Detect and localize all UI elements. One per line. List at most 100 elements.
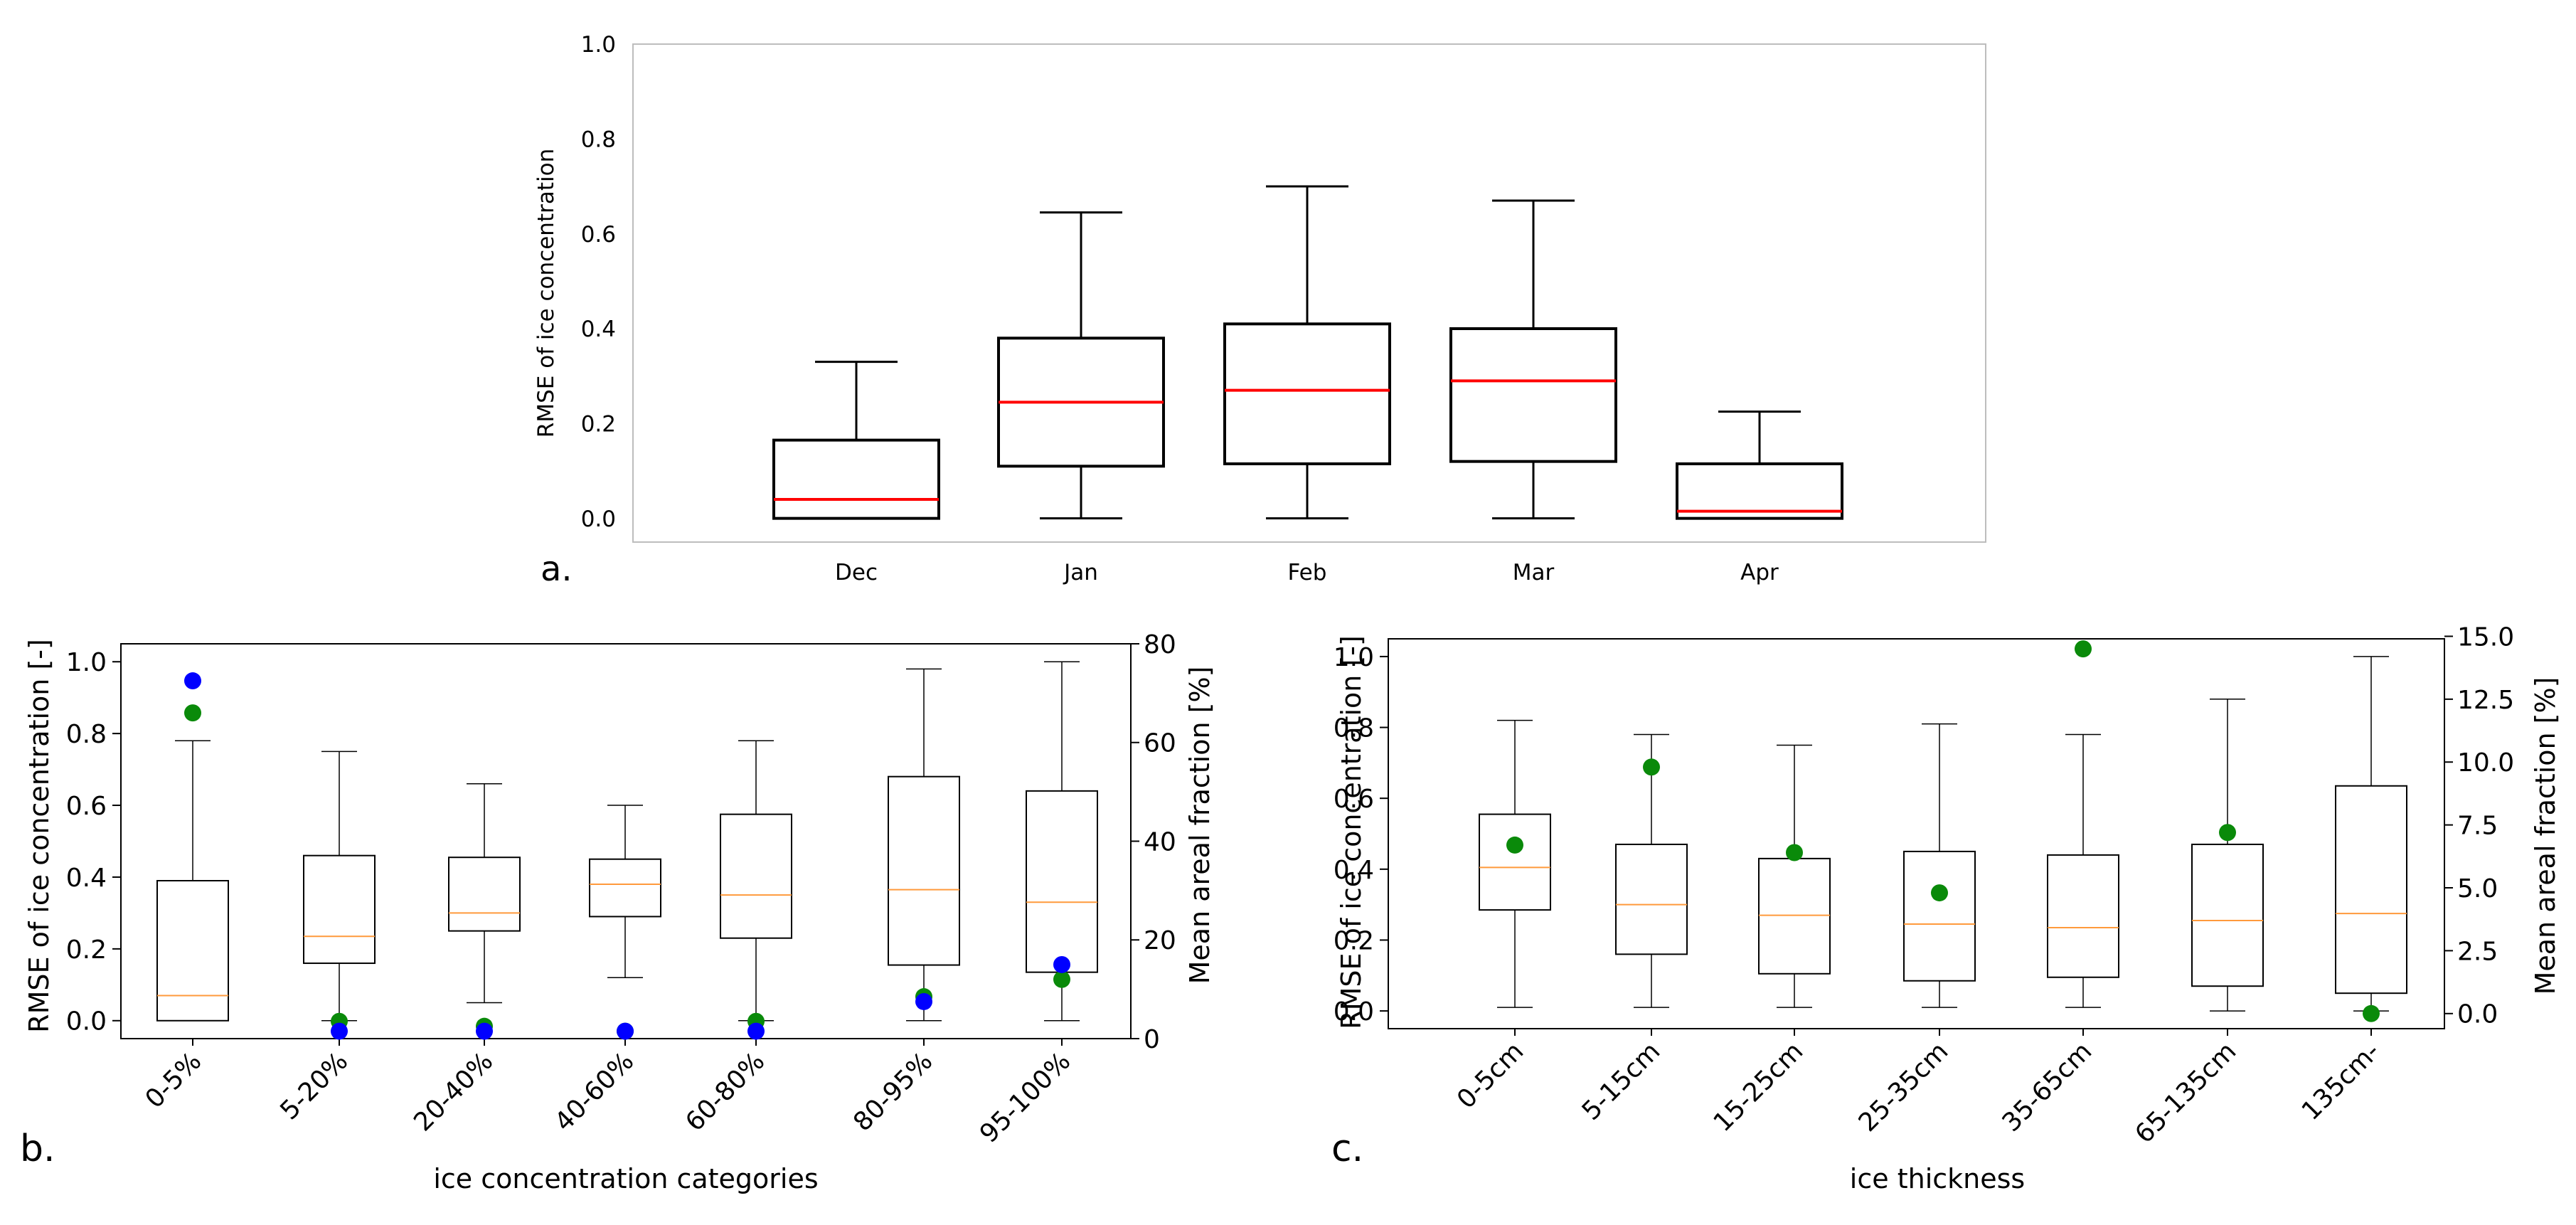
boxplot-25-35cm bbox=[1903, 723, 1976, 1008]
x-tick-label: 40-60% bbox=[549, 1046, 639, 1137]
panel-b-boxes bbox=[156, 661, 1098, 1022]
y2-tick-label: 10.0 bbox=[2457, 748, 2514, 778]
panel-c-ice-thickness: 0.0 0.2 0.4 0.6 0.8 1.0 0.0 2.5 5.0 7.5 10.0 12.5 1… bbox=[1331, 622, 2561, 1194]
panel-c-xlabel: ice thickness bbox=[1850, 1163, 2025, 1194]
green-point-0-5% bbox=[184, 704, 201, 722]
x-tick-label: Dec bbox=[835, 560, 878, 585]
green-point-15-25cm bbox=[1786, 844, 1803, 861]
x-tick-label: 95-100% bbox=[974, 1046, 1076, 1148]
panel-b-y-axis: 0.0 0.2 0.4 0.6 0.8 1.0 bbox=[66, 648, 121, 1036]
iqr-box bbox=[1903, 850, 1976, 982]
blue-point-40-60% bbox=[617, 1022, 634, 1040]
y-tick-label: 0.4 bbox=[1334, 856, 1374, 885]
boxplot-65-135cm bbox=[2191, 698, 2264, 1012]
panel-c-x-axis: 0-5cm 5-15cm 15-25cm 25-35cm 35-65cm 65-135cm… bbox=[1452, 1029, 2385, 1149]
iqr-box bbox=[1449, 327, 1617, 463]
y-tick-label: 0.0 bbox=[1334, 997, 1374, 1027]
blue-point-5-20% bbox=[331, 1022, 348, 1040]
boxplot-Dec bbox=[772, 361, 940, 520]
boxplot-60-80% bbox=[720, 740, 792, 1022]
y-tick-label: 1.0 bbox=[581, 32, 616, 58]
y-tick-label: 0.6 bbox=[1334, 785, 1374, 814]
boxplot-135cm- bbox=[2335, 656, 2407, 1012]
panel-c-y2label: Mean areal fraction [%] bbox=[2530, 677, 2561, 995]
green-point-5-15cm bbox=[1643, 758, 1660, 776]
panel-a-y-axis: 0.0 0.2 0.4 0.6 0.8 1.0 bbox=[581, 32, 616, 532]
panel-a-x-axis: Dec Jan Feb Mar Apr bbox=[835, 560, 1779, 585]
x-tick-label: 5-15cm bbox=[1577, 1036, 1666, 1126]
blue-point-80-95% bbox=[915, 992, 932, 1010]
boxplot-0-5% bbox=[156, 740, 229, 1022]
iqr-box bbox=[589, 858, 661, 918]
y-tick-label: 0.2 bbox=[581, 411, 616, 437]
boxplot-Jan bbox=[997, 211, 1165, 520]
boxplot-5-15cm bbox=[1615, 733, 1688, 1008]
panel-c-y-axis: 0.0 0.2 0.4 0.6 0.8 1.0 bbox=[1334, 643, 1388, 1027]
panel-b-areal-fraction-points bbox=[184, 672, 1070, 1040]
y2-tick-label: 2.5 bbox=[2457, 937, 2498, 966]
y-tick-label: 0.8 bbox=[1334, 714, 1374, 743]
green-point-135cm- bbox=[2363, 1004, 2380, 1022]
x-tick-label: 60-80% bbox=[680, 1046, 770, 1137]
green-point-0-5cm bbox=[1506, 836, 1523, 854]
panel-b-ylabel: RMSE of ice concentration [-] bbox=[23, 639, 55, 1033]
x-tick-label: Mar bbox=[1513, 560, 1555, 585]
panel-a-boxes bbox=[772, 185, 1843, 520]
iqr-box bbox=[2191, 843, 2264, 987]
y-tick-label: 1.0 bbox=[1334, 643, 1374, 672]
iqr-box bbox=[1676, 462, 1843, 520]
panel-c-frame bbox=[1388, 638, 2445, 1029]
panel-b-concentration-categories: 0.0 0.2 0.4 0.6 0.8 1.0 0 20 40 60 80 0-5% 5-20% 20… bbox=[20, 630, 1215, 1194]
boxplot-Apr bbox=[1676, 410, 1843, 520]
x-tick-label: 20-40% bbox=[408, 1046, 499, 1137]
green-point-65-135cm bbox=[2219, 824, 2236, 842]
panel-b-label: b. bbox=[20, 1128, 55, 1170]
y2-tick-label: 0.0 bbox=[2457, 1000, 2498, 1029]
panel-a-frame bbox=[632, 43, 1986, 543]
iqr-box bbox=[448, 857, 521, 932]
y2-tick-label: 12.5 bbox=[2457, 686, 2514, 715]
y-tick-label: 0.2 bbox=[66, 935, 107, 965]
y-tick-label: 0.2 bbox=[1334, 926, 1374, 955]
panel-b-x-axis: 0-5% 5-20% 20-40% 40-60% 60-80% 80-95% 95-100% bbox=[140, 1039, 1076, 1149]
x-tick-label: 65-135cm bbox=[2129, 1036, 2242, 1149]
x-tick-label: 35-65cm bbox=[1997, 1036, 2098, 1138]
y-tick-label: 0.6 bbox=[66, 792, 107, 821]
green-point-35-65cm bbox=[2075, 640, 2092, 658]
y-tick-label: 0.0 bbox=[581, 507, 616, 532]
y-tick-label: 0.8 bbox=[581, 127, 616, 152]
iqr-box bbox=[1758, 857, 1831, 975]
boxplot-80-95% bbox=[888, 668, 960, 1022]
iqr-box bbox=[888, 775, 960, 966]
y2-tick-label: 40 bbox=[1144, 827, 1176, 857]
x-tick-label: 0-5cm bbox=[1452, 1036, 1529, 1114]
green-point-25-35cm bbox=[1931, 884, 1948, 902]
iqr-box bbox=[2335, 785, 2407, 995]
iqr-box bbox=[1615, 843, 1688, 955]
boxplot-0-5cm bbox=[1479, 719, 1551, 1008]
panel-c-areal-fraction-points bbox=[1506, 640, 2380, 1022]
green-point-95-100% bbox=[1053, 970, 1070, 988]
panel-c-y2-axis: 0.0 2.5 5.0 7.5 10.0 12.5 15.0 bbox=[2444, 622, 2514, 1029]
panel-a-label: a. bbox=[541, 549, 573, 589]
x-tick-label: Feb bbox=[1288, 560, 1327, 585]
panel-a-ylabel: RMSE of ice concentration bbox=[533, 149, 559, 438]
blue-point-20-40% bbox=[476, 1022, 493, 1040]
panel-b-xlabel: ice concentration categories bbox=[433, 1163, 818, 1194]
blue-point-95-100% bbox=[1053, 955, 1070, 973]
iqr-box bbox=[720, 813, 792, 939]
panel-b-y2-axis: 0 20 40 60 80 bbox=[1131, 630, 1176, 1054]
x-tick-label: Apr bbox=[1740, 560, 1779, 585]
x-tick-label: 80-95% bbox=[848, 1046, 938, 1137]
boxplot-Feb bbox=[1223, 185, 1391, 520]
iqr-box bbox=[156, 880, 229, 1022]
blue-point-0-5% bbox=[184, 672, 201, 690]
boxplot-35-65cm bbox=[2047, 733, 2119, 1008]
x-tick-label: 5-20% bbox=[275, 1046, 353, 1125]
iqr-box bbox=[303, 854, 376, 965]
y2-tick-label: 0 bbox=[1144, 1025, 1160, 1054]
y-tick-label: 0.8 bbox=[66, 720, 107, 749]
iqr-box bbox=[1479, 813, 1551, 911]
y2-tick-label: 80 bbox=[1144, 630, 1176, 659]
